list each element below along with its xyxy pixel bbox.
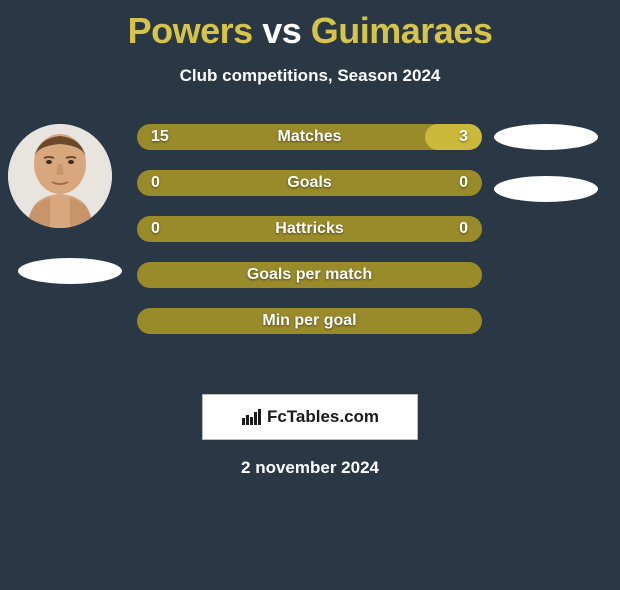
brand-chart-icon (241, 408, 263, 426)
title-vs: vs (253, 10, 311, 51)
stat-bar-row: 0 0 Hattricks (137, 216, 482, 242)
brand-box: FcTables.com (202, 394, 418, 440)
player2-shadow-2 (494, 176, 598, 202)
stat-label: Matches (277, 128, 341, 146)
player1-avatar (8, 124, 112, 228)
stat-left-value: 0 (151, 220, 160, 238)
stat-left-value: 0 (151, 174, 160, 192)
comparison-content: 15 3 Matches 0 0 Goals 0 0 Hattricks Goals per ma… (0, 124, 620, 384)
player2-shadow-1 (494, 124, 598, 150)
stat-bar-row: 0 0 Goals (137, 170, 482, 196)
stat-label: Goals per match (247, 266, 372, 284)
stat-right-value: 0 (459, 174, 468, 192)
stat-bar-row: 15 3 Matches (137, 124, 482, 150)
subtitle: Club competitions, Season 2024 (0, 66, 620, 86)
stat-bar-row: Min per goal (137, 308, 482, 334)
stat-bar-right-fill (425, 124, 483, 150)
stat-label: Goals (287, 174, 331, 192)
stat-label: Hattricks (275, 220, 343, 238)
stat-right-value: 0 (459, 220, 468, 238)
stat-bars: 15 3 Matches 0 0 Goals 0 0 Hattricks Goals per ma… (137, 124, 482, 354)
title-player2: Guimaraes (311, 10, 493, 51)
page-title: Powers vs Guimaraes (0, 10, 620, 52)
stat-right-value: 3 (459, 128, 468, 146)
brand-label: FcTables.com (267, 407, 379, 427)
stat-left-value: 15 (151, 128, 169, 146)
stat-label: Min per goal (262, 312, 356, 330)
player1-shadow (18, 258, 122, 284)
avatar-face-icon (8, 124, 112, 228)
date-label: 2 november 2024 (0, 458, 620, 478)
stat-bar-row: Goals per match (137, 262, 482, 288)
title-player1: Powers (128, 10, 253, 51)
